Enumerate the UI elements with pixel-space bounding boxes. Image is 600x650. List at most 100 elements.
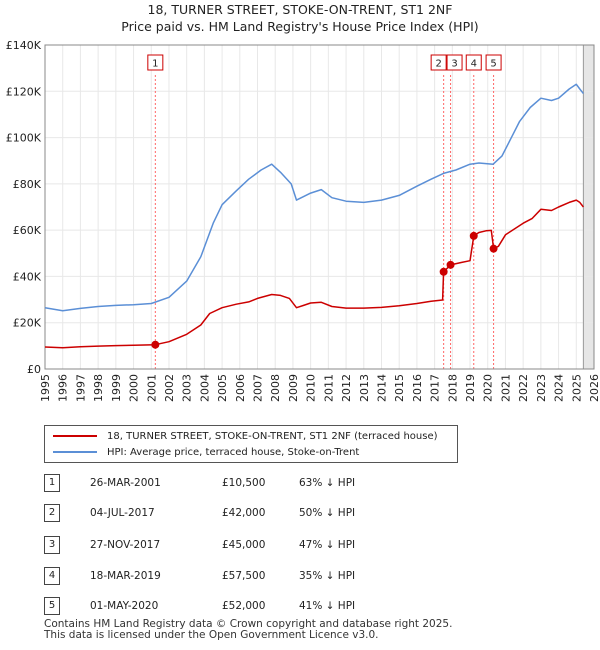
sale-number-badge: 1 xyxy=(44,474,60,492)
chart-title: 18, TURNER STREET, STOKE-ON-TRENT, ST1 2… xyxy=(147,2,453,17)
x-tick-label: 2002 xyxy=(163,374,176,402)
sale-point xyxy=(469,231,478,240)
sale-hpi-diff: 63% ↓ HPI xyxy=(299,477,356,489)
sale-date: 26-MAR-2001 xyxy=(90,477,161,489)
sale-label-4: 4 xyxy=(465,54,482,71)
x-tick-label: 2006 xyxy=(234,374,247,402)
sale-point xyxy=(489,244,498,253)
table-row: 3 27-NOV-2017 £45,000 47% ↓ HPI xyxy=(0,536,600,556)
plot-frame xyxy=(44,44,595,370)
x-tick-label: 2001 xyxy=(145,374,158,402)
sale-date: 04-JUL-2017 xyxy=(90,507,155,519)
chart-legend: 18, TURNER STREET, STOKE-ON-TRENT, ST1 2… xyxy=(44,425,458,463)
sale-label-text: 2 xyxy=(435,59,441,70)
sale-hpi-diff: 50% ↓ HPI xyxy=(299,507,356,519)
sale-price: £52,000 xyxy=(222,600,266,612)
table-row: 1 26-MAR-2001 £10,500 63% ↓ HPI xyxy=(0,474,600,494)
sale-date: 27-NOV-2017 xyxy=(90,539,161,551)
y-tick-label: £60K xyxy=(13,224,42,237)
x-tick-label: 2017 xyxy=(429,374,442,402)
footer-line-copyright: Contains HM Land Registry data © Crown c… xyxy=(44,618,453,630)
sale-label-box xyxy=(147,54,164,71)
x-tick-label: 2008 xyxy=(269,374,282,402)
sale-label-5: 5 xyxy=(485,54,502,71)
price-chart: 1 2 3 4 5£0£20K£40K£60K£80K£100K£120K£140K19… xyxy=(6,39,600,402)
x-tick-label: 2016 xyxy=(411,374,424,402)
x-tick-label: 2021 xyxy=(499,374,512,402)
x-tick-label: 1999 xyxy=(110,374,123,402)
x-tick-label: 2024 xyxy=(553,374,566,402)
x-tick-label: 2025 xyxy=(570,374,583,402)
table-row: 5 01-MAY-2020 £52,000 41% ↓ HPI xyxy=(0,597,600,617)
y-tick-label: £100K xyxy=(6,132,42,145)
legend-item-price-paid: 18, TURNER STREET, STOKE-ON-TRENT, ST1 2… xyxy=(53,428,438,444)
sale-hpi-diff: 41% ↓ HPI xyxy=(299,600,356,612)
table-row: 4 18-MAR-2019 £57,500 35% ↓ HPI xyxy=(0,567,600,587)
sale-label-text: 5 xyxy=(490,59,496,70)
x-tick-label: 2022 xyxy=(517,374,530,402)
sale-number-badge: 2 xyxy=(44,504,60,522)
y-tick-label: £40K xyxy=(13,270,42,283)
sale-label-text: 3 xyxy=(451,59,457,70)
x-tick-label: 2026 xyxy=(588,374,600,402)
x-tick-label: 2014 xyxy=(375,374,388,402)
x-tick-label: 1995 xyxy=(39,374,52,402)
sale-label-box xyxy=(465,54,482,71)
sale-price: £45,000 xyxy=(222,539,266,551)
x-tick-label: 2000 xyxy=(128,374,141,402)
x-tick-label: 2010 xyxy=(305,374,318,402)
sale-date: 01-MAY-2020 xyxy=(90,600,159,612)
x-tick-label: 2013 xyxy=(358,374,371,402)
sale-label-text: 1 xyxy=(152,59,158,70)
x-tick-label: 2018 xyxy=(446,374,459,402)
x-tick-label: 2007 xyxy=(252,374,265,402)
y-tick-label: £80K xyxy=(13,178,42,191)
sale-date: 18-MAR-2019 xyxy=(90,570,161,582)
table-row: 2 04-JUL-2017 £42,000 50% ↓ HPI xyxy=(0,504,600,524)
x-tick-label: 2005 xyxy=(216,374,229,402)
price-paid-line xyxy=(44,199,584,349)
sale-label-text: 4 xyxy=(471,59,477,70)
sale-point xyxy=(439,267,448,276)
x-tick-label: 2012 xyxy=(340,374,353,402)
y-tick-label: £20K xyxy=(13,317,42,330)
y-tick-label: £140K xyxy=(6,39,42,52)
legend-item-hpi: HPI: Average price, terraced house, Stok… xyxy=(53,444,359,460)
sale-hpi-diff: 47% ↓ HPI xyxy=(299,539,356,551)
sale-price: £57,500 xyxy=(222,570,266,582)
x-tick-label: 2019 xyxy=(464,374,477,402)
x-tick-label: 2011 xyxy=(322,374,335,402)
legend-swatch-price-paid xyxy=(53,435,97,437)
y-tick-label: £120K xyxy=(6,85,42,98)
x-tick-label: 1996 xyxy=(57,374,70,402)
sale-label-box xyxy=(430,54,447,71)
y-tick-label: £0 xyxy=(27,363,41,376)
chart-subtitle: Price paid vs. HM Land Registry's House … xyxy=(121,19,479,34)
sale-point xyxy=(446,260,455,269)
sale-number-badge: 3 xyxy=(44,536,60,554)
sale-hpi-diff: 35% ↓ HPI xyxy=(299,570,356,582)
plot-area xyxy=(45,45,594,369)
x-tick-label: 1998 xyxy=(92,374,105,402)
x-tick-label: 2009 xyxy=(287,374,300,402)
footer-attribution: Contains HM Land Registry data © Crown c… xyxy=(44,619,452,641)
sale-label-2: 2 xyxy=(430,54,447,71)
x-tick-label: 2023 xyxy=(535,374,548,402)
sale-number-badge: 5 xyxy=(44,597,60,615)
x-tick-label: 2003 xyxy=(181,374,194,402)
sale-label-box xyxy=(446,54,463,71)
x-tick-label: 2004 xyxy=(198,374,211,402)
x-tick-label: 2015 xyxy=(393,374,406,402)
sale-label-1: 1 xyxy=(147,54,164,71)
x-tick-label: 2020 xyxy=(482,374,495,402)
sale-price: £10,500 xyxy=(222,477,266,489)
legend-swatch-hpi xyxy=(53,451,97,453)
sale-label-3: 3 xyxy=(446,54,463,71)
x-tick-label: 1997 xyxy=(74,374,87,402)
legend-label-hpi: HPI: Average price, terraced house, Stok… xyxy=(107,446,360,458)
sale-price: £42,000 xyxy=(222,507,266,519)
sale-number-badge: 4 xyxy=(44,567,60,585)
sale-point xyxy=(151,340,160,349)
sale-label-box xyxy=(485,54,502,71)
legend-label-price-paid: 18, TURNER STREET, STOKE-ON-TRENT, ST1 2… xyxy=(107,430,438,442)
